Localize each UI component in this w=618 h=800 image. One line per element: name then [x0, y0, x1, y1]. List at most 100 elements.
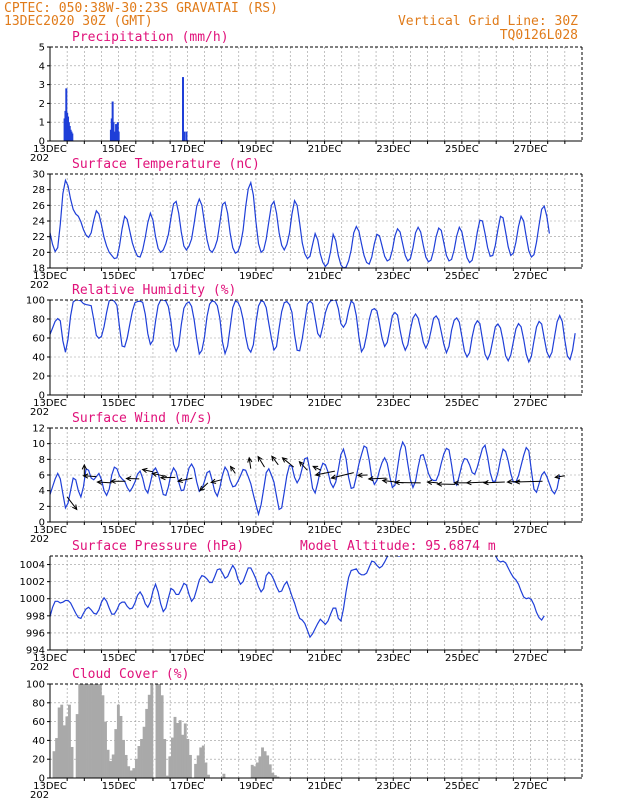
rh-series-line: [50, 300, 576, 364]
precip-bar: [182, 77, 184, 141]
cloud-bar: [65, 716, 69, 778]
wind-arrow-head: [72, 504, 78, 511]
wind-arrow: [315, 470, 335, 476]
y-tick-label: 12: [32, 424, 45, 435]
wind-arrow: [331, 472, 354, 479]
cloud-bar: [88, 684, 92, 778]
cloud-bar: [122, 739, 125, 778]
panel-wind: 0 2 4 6 8 10 12 13DEC 15DEC 17DEC 19DEC 21DEC 23DEC 2…: [30, 411, 583, 545]
wind-arrow-head: [82, 473, 89, 479]
y-tick-label: 40: [32, 736, 45, 747]
cloud-bar: [70, 746, 74, 778]
x-tick-label: 21DEC: [308, 398, 342, 409]
precip-bar: [71, 133, 74, 141]
wind-arrow-head: [271, 455, 277, 462]
cloud-bar: [204, 762, 208, 778]
wind-arrow-head: [199, 485, 205, 492]
wind-arrow-head: [247, 456, 253, 463]
cloud-bar: [266, 755, 270, 778]
wind-arrow-head: [81, 463, 87, 470]
cloud-bar: [134, 758, 138, 778]
wind-arrow: [368, 477, 387, 480]
cloud-bar: [57, 707, 61, 778]
y-tick-label: 80: [32, 315, 45, 326]
cloud-bar: [207, 774, 210, 778]
cloud-bar: [261, 747, 264, 778]
cloud-bar: [201, 745, 205, 778]
y-tick-label: 6: [39, 471, 45, 482]
wind-arrow: [312, 465, 322, 471]
y-tick-label: 20: [32, 372, 45, 383]
cloud-bar: [276, 776, 280, 778]
y-tick-label: 0: [39, 137, 45, 148]
cloud-bar: [101, 695, 105, 778]
y-tick-label: 40: [32, 353, 45, 364]
y-tick-label: 1004: [20, 560, 45, 571]
pres-series-line: [50, 556, 545, 639]
x-tick-label: 23DEC: [376, 781, 410, 792]
y-tick-label: 10: [32, 439, 45, 450]
x-tick-label: 27DEC: [514, 653, 548, 664]
x-tick-label: 23DEC: [376, 398, 410, 409]
cloud-bar: [160, 695, 164, 778]
x-tick-label: 27DEC: [514, 525, 548, 536]
x-tick-label: 17DEC: [170, 144, 204, 155]
x-tick-label: 17DEC: [170, 398, 204, 409]
x-tick-label: 17DEC: [170, 781, 204, 792]
x-year-stub: 202: [30, 534, 49, 545]
cloud-bar: [109, 761, 113, 778]
cloud-bar: [142, 726, 146, 778]
y-tick-label: 22: [32, 232, 45, 243]
cloud-bar: [91, 684, 95, 778]
cloud-bar: [253, 766, 257, 778]
wind-arrow-head: [356, 472, 363, 478]
panel-precip: 0 1 2 3 4 5 13DEC 15DEC 17DEC 19DEC 21DEC 23DEC 25DE…: [30, 30, 583, 164]
wind-arrow-head: [151, 471, 158, 477]
header-station: CPTEC: 050:38W-30:23S GRAVATAI (RS): [4, 1, 278, 16]
x-tick-label: 13DEC: [33, 398, 67, 409]
wind-arrow: [211, 479, 222, 483]
y-tick-label: 18: [32, 264, 45, 275]
wind-arrow: [142, 469, 154, 473]
cloud-bar: [150, 684, 154, 778]
cloud-bar: [181, 734, 185, 778]
y-tick-label: 8: [39, 455, 45, 466]
x-tick-label: 15DEC: [102, 653, 136, 664]
wind-arrow: [271, 455, 279, 466]
cloud-bar: [62, 725, 66, 778]
wind-arrow-head: [96, 479, 103, 485]
x-year-stub: 202: [30, 407, 49, 418]
x-tick-label: 17DEC: [170, 525, 204, 536]
y-tick-label: 26: [32, 201, 45, 212]
wind-arrow-head: [298, 460, 305, 467]
y-tick-label: 998: [26, 611, 45, 622]
y-tick-label: 20: [32, 755, 45, 766]
x-tick-label: 25DEC: [445, 271, 479, 282]
wind-arrow-head: [436, 481, 443, 487]
cloud-bar: [222, 773, 226, 778]
y-tick-label: 1002: [20, 577, 45, 588]
wind-arrow: [199, 482, 209, 491]
wind-arrow-head: [281, 457, 288, 463]
cloud-bar: [106, 749, 110, 778]
cloud-bar: [137, 746, 141, 778]
rh-title: Relative Humidity (%): [72, 283, 236, 298]
x-tick-label: 15DEC: [102, 144, 136, 155]
wind-arrow: [515, 480, 543, 483]
panel-pres: 994 996 998 1000 1002 1004 13DEC 15DEC 17DEC 19DE…: [20, 539, 583, 673]
x-tick-label: 27DEC: [514, 781, 548, 792]
y-tick-label: 4: [39, 486, 45, 497]
cloud-bar: [199, 747, 203, 778]
x-tick-label: 21DEC: [308, 271, 342, 282]
wind-arrow-head: [330, 474, 337, 480]
y-tick-label: 5: [39, 43, 45, 54]
cloud-bar: [80, 684, 84, 778]
cloud-bar: [119, 715, 123, 778]
y-tick-label: 1: [39, 118, 45, 129]
cloud-bar: [114, 729, 118, 778]
x-tick-label: 13DEC: [33, 781, 67, 792]
wind-arrow: [555, 475, 565, 478]
wind-arrow-head: [229, 465, 236, 472]
wind-arrow: [507, 480, 521, 483]
